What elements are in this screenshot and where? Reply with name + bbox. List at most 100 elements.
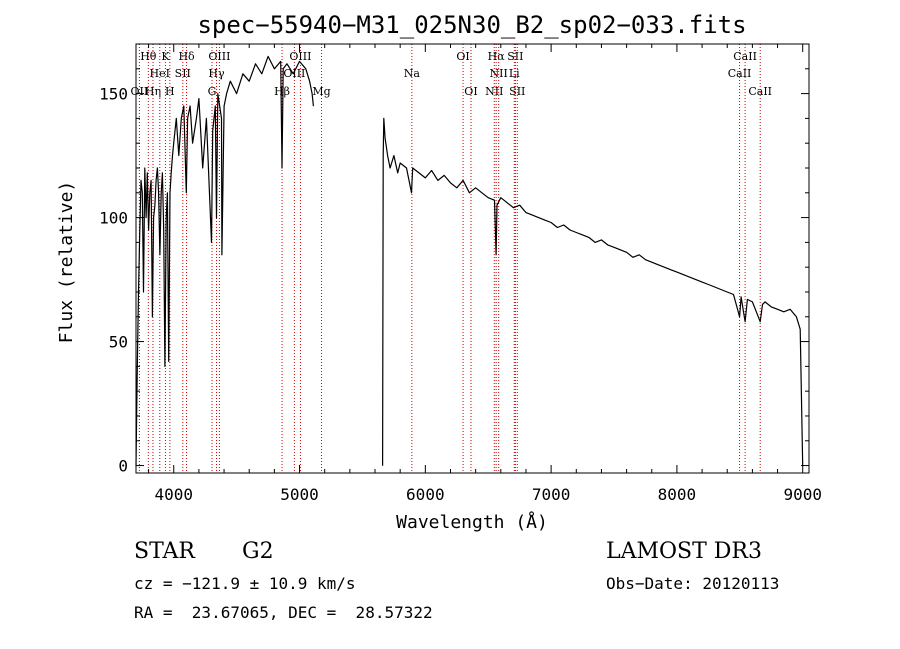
plot-frame bbox=[135, 43, 810, 474]
line-label-li: Li bbox=[509, 67, 520, 80]
spectrum-line-segment-2 bbox=[382, 117, 804, 466]
x-tick-label: 6000 bbox=[406, 485, 445, 504]
data-point-33 bbox=[178, 155, 180, 156]
data-point-59 bbox=[267, 56, 269, 57]
data-point-121 bbox=[645, 259, 646, 261]
data-point-14 bbox=[152, 316, 153, 318]
data-point-105 bbox=[544, 219, 546, 221]
data-point-58 bbox=[261, 73, 263, 75]
data-point-55 bbox=[242, 73, 244, 75]
data-point-129 bbox=[695, 279, 697, 280]
data-point-64 bbox=[286, 63, 288, 65]
data-point-102 bbox=[525, 212, 527, 213]
data-point-144 bbox=[771, 306, 772, 308]
y-tick-label: 0 bbox=[118, 457, 128, 476]
y-axis-label: Flux (relative) bbox=[56, 181, 77, 344]
data-point-95 bbox=[494, 199, 495, 201]
data-point-118 bbox=[626, 252, 627, 253]
spectrum-series bbox=[135, 55, 804, 466]
data-point-96 bbox=[495, 254, 497, 256]
data-point-135 bbox=[733, 294, 734, 295]
data-point-100 bbox=[513, 207, 514, 208]
data-point-92 bbox=[475, 187, 476, 189]
data-point-119 bbox=[632, 257, 634, 258]
data-point-128 bbox=[689, 276, 690, 278]
data-point-44 bbox=[211, 242, 212, 243]
x-axis-label: Wavelength (Å) bbox=[396, 511, 548, 533]
data-point-147 bbox=[789, 309, 791, 310]
data-point-23 bbox=[163, 229, 164, 231]
data-point-69 bbox=[311, 93, 313, 94]
data-point-36 bbox=[186, 192, 187, 194]
data-point-77 bbox=[393, 155, 395, 156]
line-label-mg: Mg bbox=[312, 85, 330, 98]
data-point-62 bbox=[281, 167, 283, 169]
data-point-5 bbox=[140, 180, 142, 181]
line-label-sii-4072: SII bbox=[175, 67, 191, 80]
data-point-82 bbox=[412, 167, 414, 169]
data-point-87 bbox=[443, 175, 445, 176]
line-label-sii-6731: SII bbox=[509, 85, 525, 98]
data-point-78 bbox=[397, 172, 399, 174]
data-point-19 bbox=[158, 192, 159, 194]
data-point-76 bbox=[389, 167, 391, 169]
data-point-138 bbox=[744, 321, 746, 323]
line-label-g: G bbox=[208, 85, 217, 98]
data-point-27 bbox=[168, 361, 169, 362]
x-tick-label: 9000 bbox=[783, 485, 822, 504]
data-point-17 bbox=[155, 180, 157, 181]
data-point-20 bbox=[159, 254, 161, 256]
data-point-112 bbox=[588, 237, 590, 238]
data-point-47 bbox=[216, 217, 217, 218]
line-label-h-eta: Hη bbox=[145, 85, 161, 98]
data-point-48 bbox=[217, 93, 219, 94]
data-point-25 bbox=[165, 217, 167, 218]
data-point-97 bbox=[496, 204, 498, 206]
data-point-89 bbox=[456, 187, 458, 189]
data-point-137 bbox=[740, 296, 742, 298]
data-point-40 bbox=[196, 118, 197, 119]
data-point-120 bbox=[638, 254, 640, 256]
data-point-91 bbox=[469, 192, 470, 194]
data-point-71 bbox=[382, 465, 383, 466]
data-point-21 bbox=[160, 192, 162, 194]
data-point-30 bbox=[172, 155, 173, 156]
data-point-6 bbox=[142, 192, 143, 194]
data-point-142 bbox=[762, 304, 763, 305]
data-point-18 bbox=[157, 167, 158, 169]
sky-coordinates: RA = 23.67065, DEC = 28.57322 bbox=[134, 603, 433, 622]
data-point-42 bbox=[202, 167, 203, 169]
data-point-35 bbox=[183, 105, 185, 107]
data-point-52 bbox=[226, 93, 227, 94]
survey-name: LAMOST DR3 bbox=[606, 539, 762, 564]
x-tick-label: 7000 bbox=[532, 485, 571, 504]
data-point-68 bbox=[309, 80, 310, 82]
data-point-146 bbox=[783, 311, 785, 313]
data-point-70 bbox=[313, 105, 314, 107]
data-point-113 bbox=[594, 242, 596, 243]
data-point-84 bbox=[425, 177, 426, 179]
data-point-39 bbox=[192, 142, 193, 144]
data-point-109 bbox=[569, 229, 571, 231]
data-point-54 bbox=[236, 93, 237, 94]
data-point-134 bbox=[726, 291, 728, 293]
x-tick-label: 5000 bbox=[280, 485, 319, 504]
data-point-149 bbox=[799, 328, 801, 330]
data-point-60 bbox=[274, 68, 275, 70]
data-point-133 bbox=[720, 289, 722, 290]
line-label-k: K bbox=[161, 50, 170, 63]
data-point-143 bbox=[764, 301, 766, 303]
data-point-24 bbox=[164, 366, 166, 367]
data-point-122 bbox=[651, 261, 653, 263]
line-label-sii-6716: SII bbox=[507, 50, 523, 63]
object-subclass: G2 bbox=[242, 539, 274, 564]
data-point-80 bbox=[406, 167, 407, 169]
data-point-32 bbox=[176, 118, 177, 119]
data-point-22 bbox=[162, 172, 163, 174]
data-point-123 bbox=[657, 264, 659, 266]
line-label-caii-8662: CaII bbox=[748, 85, 772, 98]
data-point-74 bbox=[384, 137, 386, 139]
data-point-136 bbox=[739, 316, 740, 318]
data-point-38 bbox=[189, 105, 191, 107]
